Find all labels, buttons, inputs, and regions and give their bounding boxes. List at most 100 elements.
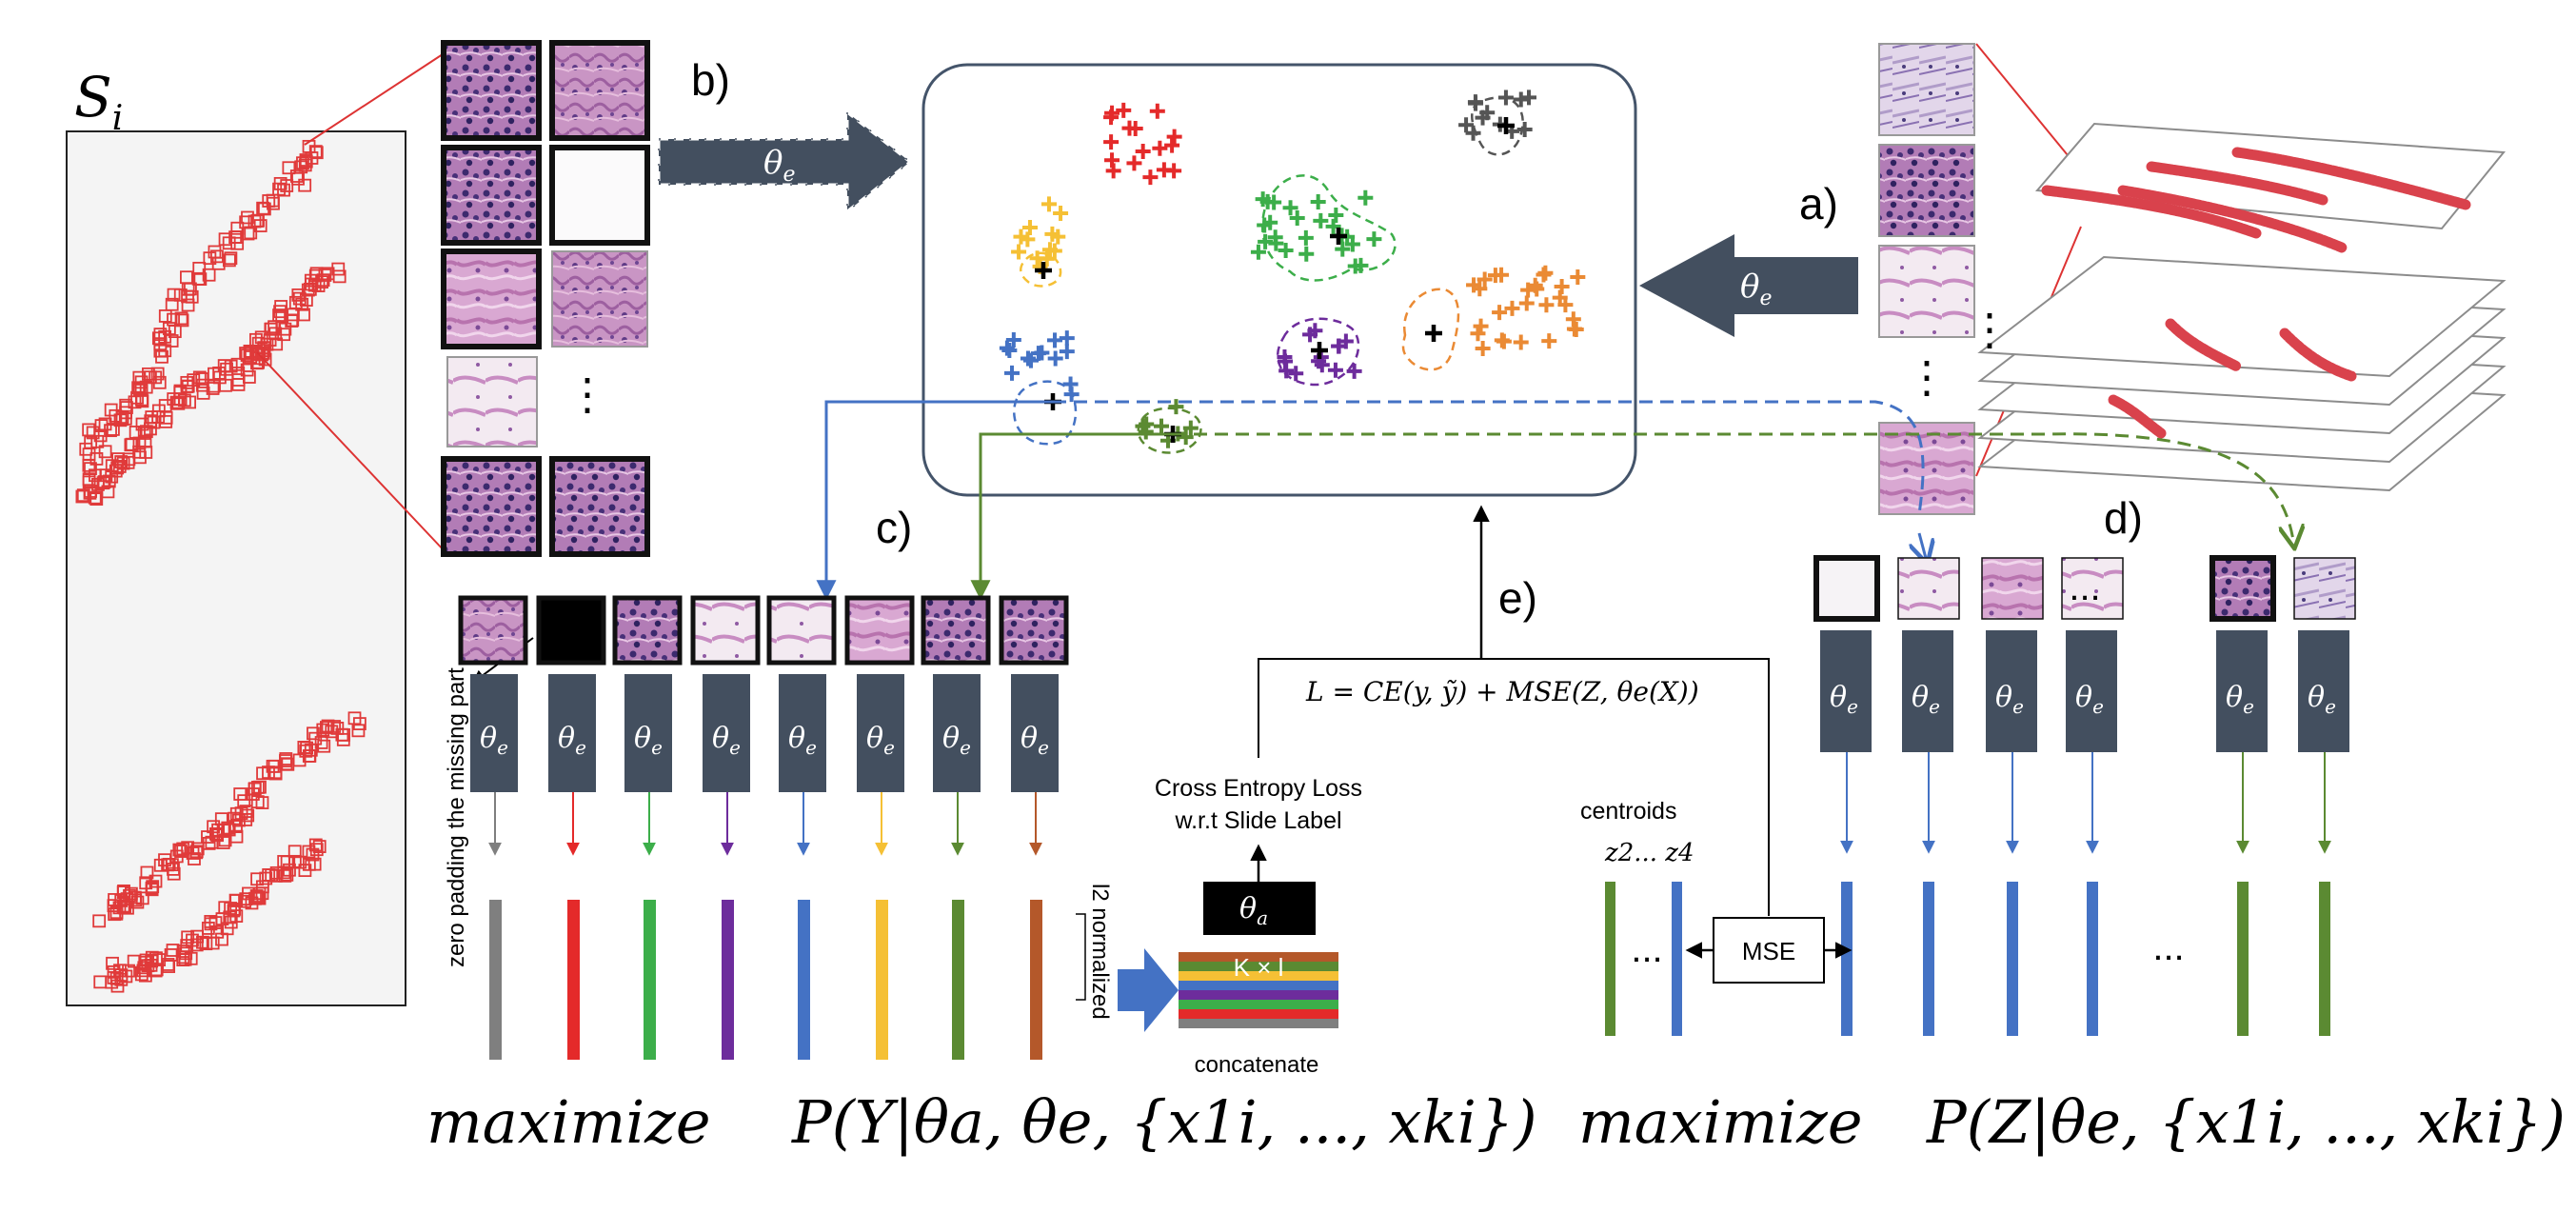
- tile-box: [307, 278, 322, 292]
- tile-box: [295, 297, 309, 311]
- cluster-boundary: [1137, 407, 1202, 454]
- concatenated-features: [1179, 952, 1338, 1028]
- tile-box: [76, 488, 90, 503]
- embedding-point: [1536, 267, 1552, 283]
- tile-box: [139, 425, 153, 439]
- tile-box: [101, 485, 115, 499]
- encoder-block: [1820, 630, 1872, 752]
- embedding-point: [1328, 208, 1344, 224]
- centroid-marker: [1311, 342, 1328, 359]
- embedding-point: [1041, 242, 1058, 258]
- features-ellipsis-d: ...: [2152, 926, 2184, 968]
- feature-vector: [644, 900, 656, 1060]
- tile-box: [244, 350, 258, 364]
- blue-dashed-arrowhead: [1919, 532, 1927, 562]
- embedding-point: [1492, 305, 1508, 321]
- feature-vector: [2007, 882, 2018, 1036]
- tile-box: [167, 866, 181, 881]
- embedding-point: [1104, 152, 1120, 169]
- tile-box: [224, 359, 238, 373]
- whole-slide: Si: [66, 51, 446, 1006]
- embedding-point: [1034, 345, 1050, 361]
- centroids-ellipsis: ...: [1631, 928, 1662, 970]
- instance-patch: [766, 595, 837, 666]
- embedding-point: [1268, 235, 1284, 251]
- embedding-point: [1005, 332, 1021, 348]
- tile-box: [212, 366, 227, 380]
- embedding-point: [1288, 366, 1304, 382]
- embedding-point: [1020, 350, 1036, 367]
- tile-box: [239, 892, 253, 906]
- tile-box: [106, 956, 119, 970]
- encoder-block: [703, 674, 750, 792]
- tile-box: [75, 489, 89, 504]
- embedding-point: [1250, 244, 1266, 260]
- aggregator-label: θa: [1239, 892, 1268, 929]
- patch: [549, 40, 650, 141]
- encoder-label: θe: [788, 722, 817, 759]
- tile-box: [86, 426, 100, 440]
- patch: [441, 456, 542, 557]
- embedding-point: [1022, 352, 1039, 368]
- tile-box: [162, 857, 176, 871]
- cluster-boundary: [1276, 317, 1360, 387]
- tile-box: [250, 795, 265, 809]
- tile-box: [218, 232, 232, 247]
- tile-box: [140, 865, 154, 880]
- tile-box: [224, 902, 238, 915]
- zoom-line-a-top: [1975, 43, 2086, 177]
- step-c-label: c): [876, 503, 912, 552]
- right-objective-word: maximize: [1578, 1087, 1863, 1157]
- tile-box: [210, 249, 224, 264]
- tile-box: [256, 766, 269, 781]
- blue-centroid-arrow: [816, 400, 1053, 601]
- embedding-space-box: [921, 63, 1637, 497]
- classification-branch: zero padding the missing part θe θe θe θe θe…: [444, 595, 1362, 1078]
- tile-box: [268, 320, 281, 334]
- feature-vector: [798, 900, 810, 1060]
- embedding-point: [1475, 341, 1491, 357]
- encoder-block: [470, 674, 518, 792]
- embedding-point: [1568, 321, 1584, 337]
- ce-loss-line1: Cross Entropy Loss: [1155, 775, 1362, 802]
- tile-box: [165, 297, 179, 311]
- tile-box: [234, 806, 248, 821]
- instance-patch: [999, 595, 1069, 666]
- patch: [441, 145, 542, 246]
- embedding-point: [1538, 297, 1555, 313]
- encoder-block: [1011, 674, 1059, 792]
- encoder-block: [624, 674, 672, 792]
- encoder-label: θe: [634, 722, 663, 759]
- tile-box: [332, 269, 347, 284]
- tile-box: [206, 382, 220, 395]
- slide-layer-top: [2034, 122, 2506, 230]
- embedding-point: [1475, 109, 1491, 126]
- tile-box: [116, 885, 130, 900]
- feature-vector: [952, 900, 964, 1060]
- embedding-point: [1011, 244, 1027, 260]
- blue-dashed-path: [1053, 400, 1925, 515]
- embedding-point: [1289, 209, 1305, 226]
- concat-band: [1179, 1000, 1338, 1009]
- instance-patch: [2293, 557, 2356, 620]
- instance-columns-right: θe θe θe θe θe θe: [1813, 555, 2356, 1036]
- embedding-point: [999, 340, 1015, 356]
- tile-box: [158, 309, 172, 323]
- sampled-patches: ⋮: [441, 40, 650, 557]
- tile-box: [136, 964, 150, 978]
- tile-box: [196, 386, 210, 400]
- embedding-point: [1518, 295, 1535, 311]
- encoder-arrow-b-outline: [658, 110, 912, 213]
- k-times-l-label: K × l: [1234, 953, 1284, 982]
- tile-box: [233, 787, 248, 801]
- tile-box: [174, 845, 188, 858]
- l2-bracket: [1076, 913, 1086, 1001]
- embedding-point: [1504, 300, 1520, 316]
- feature-vector: [722, 900, 734, 1060]
- embedding-point: [1346, 363, 1362, 379]
- tile-box: [289, 169, 304, 183]
- concat-band: [1179, 990, 1338, 1000]
- encoder-label: θe: [480, 722, 508, 759]
- centroid-marker: [1497, 117, 1515, 134]
- tile-box: [98, 445, 112, 459]
